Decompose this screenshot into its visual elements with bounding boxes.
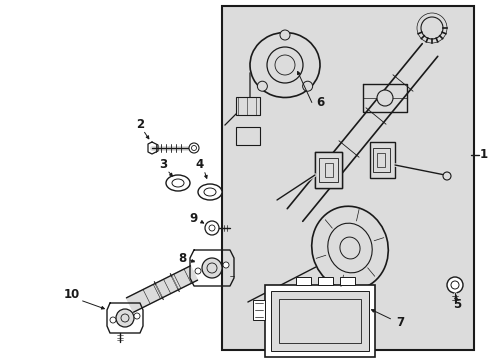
Bar	[236, 97, 260, 115]
Bar	[372, 148, 389, 172]
Bar	[236, 127, 260, 145]
Ellipse shape	[311, 206, 387, 290]
Ellipse shape	[339, 237, 359, 259]
Circle shape	[257, 81, 267, 91]
Text: 3: 3	[159, 158, 167, 171]
Text: 10: 10	[64, 288, 80, 302]
Text: 4: 4	[196, 158, 203, 171]
Circle shape	[376, 90, 392, 106]
Ellipse shape	[165, 175, 190, 191]
Bar	[270, 291, 368, 351]
Bar	[295, 277, 310, 285]
Circle shape	[302, 81, 312, 91]
Bar	[264, 285, 374, 357]
Ellipse shape	[198, 184, 222, 200]
Ellipse shape	[327, 223, 371, 273]
Bar	[339, 277, 354, 285]
Text: 2: 2	[136, 118, 144, 131]
Circle shape	[204, 221, 219, 235]
Circle shape	[266, 47, 303, 83]
Circle shape	[280, 30, 289, 40]
Text: 7: 7	[395, 315, 403, 328]
Circle shape	[195, 268, 201, 274]
Circle shape	[116, 309, 134, 327]
Bar	[318, 158, 337, 182]
Circle shape	[134, 313, 140, 319]
Circle shape	[223, 262, 228, 268]
Text: 6: 6	[315, 96, 324, 109]
Bar	[317, 277, 332, 285]
Circle shape	[446, 277, 462, 293]
Text: 8: 8	[178, 252, 186, 265]
Bar	[252, 300, 264, 320]
Bar	[376, 153, 384, 167]
Text: 5: 5	[452, 297, 460, 310]
Text: 9: 9	[188, 211, 197, 225]
Circle shape	[110, 317, 116, 323]
Polygon shape	[126, 266, 197, 312]
Circle shape	[442, 172, 450, 180]
Bar	[369, 142, 394, 178]
Bar	[222, 6, 473, 350]
Bar	[314, 152, 341, 188]
Circle shape	[189, 143, 199, 153]
Bar	[279, 299, 360, 343]
Bar	[325, 163, 332, 177]
Circle shape	[202, 258, 222, 278]
Circle shape	[420, 17, 442, 39]
Text: 1: 1	[479, 148, 487, 162]
